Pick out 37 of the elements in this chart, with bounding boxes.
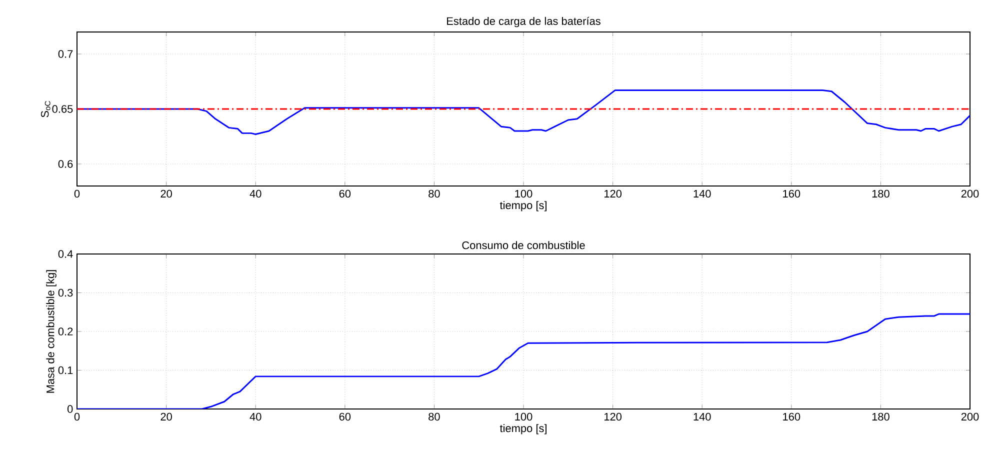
- y-axis-title: Masa de combustible [kg]: [46, 270, 56, 393]
- x-tick-label: 80: [428, 190, 440, 198]
- y-tick-label: 0.6: [58, 160, 73, 168]
- line-series: [77, 313, 970, 409]
- x-tick-label: 60: [339, 190, 351, 198]
- x-tick-label: 60: [339, 412, 351, 421]
- y-tick-label: 0.7: [58, 50, 73, 58]
- x-tick-label: 120: [604, 190, 622, 198]
- x-axis-title: tiempo [s]: [500, 201, 546, 212]
- x-tick-label: 40: [250, 412, 262, 421]
- x-tick-label: 160: [783, 190, 800, 198]
- x-tick-label: 0: [74, 412, 80, 421]
- chart-title: Estado de carga de las baterías: [447, 16, 600, 28]
- x-tick-label: 120: [604, 412, 622, 421]
- y-axis-title: S$_{oC}$: [40, 100, 50, 118]
- x-tick-label: 40: [250, 190, 262, 198]
- x-tick-label: 20: [160, 190, 172, 198]
- x-tick-label: 140: [694, 190, 711, 198]
- x-tick-label: 0: [74, 190, 80, 198]
- y-tick-label: 0.65: [52, 105, 73, 113]
- x-tick-label: 80: [428, 412, 440, 421]
- x-tick-label: 140: [694, 412, 711, 421]
- y-tick-label: 0.3: [58, 288, 73, 297]
- y-tick-label: 0.1: [58, 366, 73, 374]
- y-tick-label: 0.2: [58, 328, 73, 336]
- x-tick-label: 200: [961, 190, 979, 198]
- x-tick-label: 200: [961, 412, 979, 421]
- x-tick-label: 160: [783, 412, 800, 421]
- x-tick-label: 180: [872, 190, 890, 198]
- y-tick-label: 0: [67, 405, 73, 413]
- y-tick-label: 0.4: [58, 250, 73, 258]
- x-axis-title: tiempo [s]: [500, 424, 546, 434]
- x-tick-label: 20: [160, 412, 172, 421]
- x-tick-label: 180: [872, 412, 890, 421]
- x-tick-label: 100: [515, 412, 532, 421]
- chart-title: Consumo de combustible: [462, 241, 585, 250]
- x-tick-label: 100: [515, 190, 532, 198]
